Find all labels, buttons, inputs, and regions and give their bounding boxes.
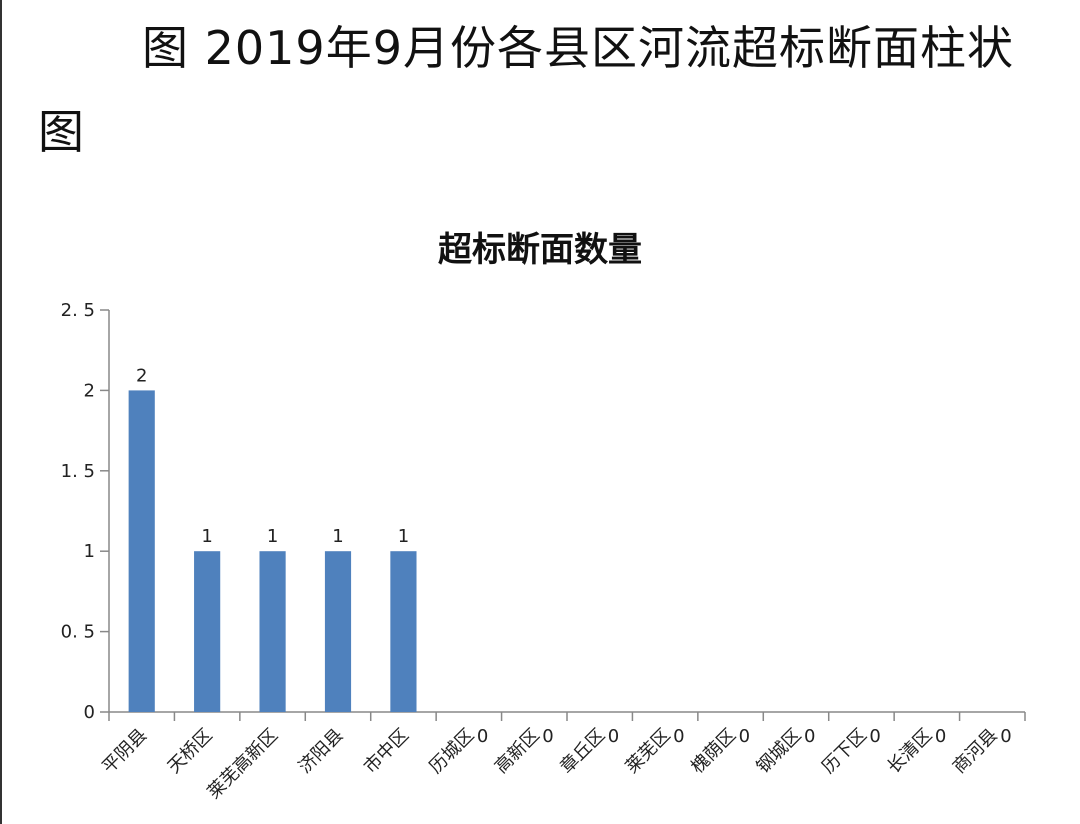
category-label: 天桥区 <box>164 725 217 778</box>
bar <box>259 551 286 712</box>
y-tick-label: 2 <box>84 380 95 401</box>
bar <box>390 551 417 712</box>
data-label: 0 <box>869 726 880 747</box>
bar <box>194 551 221 712</box>
category-label: 市中区 <box>360 725 413 778</box>
data-label: 0 <box>1000 726 1011 747</box>
data-label: 0 <box>739 726 750 747</box>
y-axis: 0 0. 5 1 1. 5 2 2. 5 <box>61 300 110 723</box>
page-left-border <box>0 0 2 824</box>
category-label: 高新区 <box>491 725 544 778</box>
category-label: 历下区 <box>818 725 871 778</box>
category-label: 长清区 <box>883 725 936 778</box>
data-label: 1 <box>398 526 409 547</box>
document-caption: 图 2019年9月份各县区河流超标断面柱状图 <box>38 21 1014 159</box>
y-tick-label: 1. 5 <box>61 461 95 482</box>
bar <box>324 551 352 712</box>
data-label: 1 <box>332 526 343 547</box>
bars-group <box>128 390 417 712</box>
category-label: 商河县 <box>949 725 1002 778</box>
data-label: 0 <box>804 726 815 747</box>
category-label: 钢城区 <box>753 725 806 778</box>
data-labels-group: 2 1 1 1 1 0 0 0 0 0 0 0 0 0 <box>136 365 1012 747</box>
data-label: 2 <box>136 365 147 386</box>
category-label: 章丘区 <box>556 725 609 778</box>
bar <box>128 390 155 712</box>
category-label: 历城区 <box>425 725 478 778</box>
category-label: 济阳县 <box>295 725 348 778</box>
y-tick-label: 1 <box>84 541 95 562</box>
data-label: 0 <box>608 726 619 747</box>
category-label: 平阴县 <box>98 725 151 778</box>
category-label: 槐荫区 <box>687 725 740 778</box>
data-label: 0 <box>542 726 553 747</box>
category-label: 莱芜区 <box>622 725 675 778</box>
data-label: 1 <box>201 526 212 547</box>
category-label: 莱芜高新区 <box>204 725 282 803</box>
data-label: 1 <box>267 526 278 547</box>
y-tick-label: 0 <box>84 702 95 723</box>
x-axis <box>108 711 1026 721</box>
chart-title: 超标断面数量 <box>438 230 642 270</box>
data-label: 0 <box>673 726 684 747</box>
data-label: 0 <box>477 726 488 747</box>
y-tick-label: 0. 5 <box>61 622 95 643</box>
y-tick-label: 2. 5 <box>61 300 95 321</box>
data-label: 0 <box>935 726 946 747</box>
